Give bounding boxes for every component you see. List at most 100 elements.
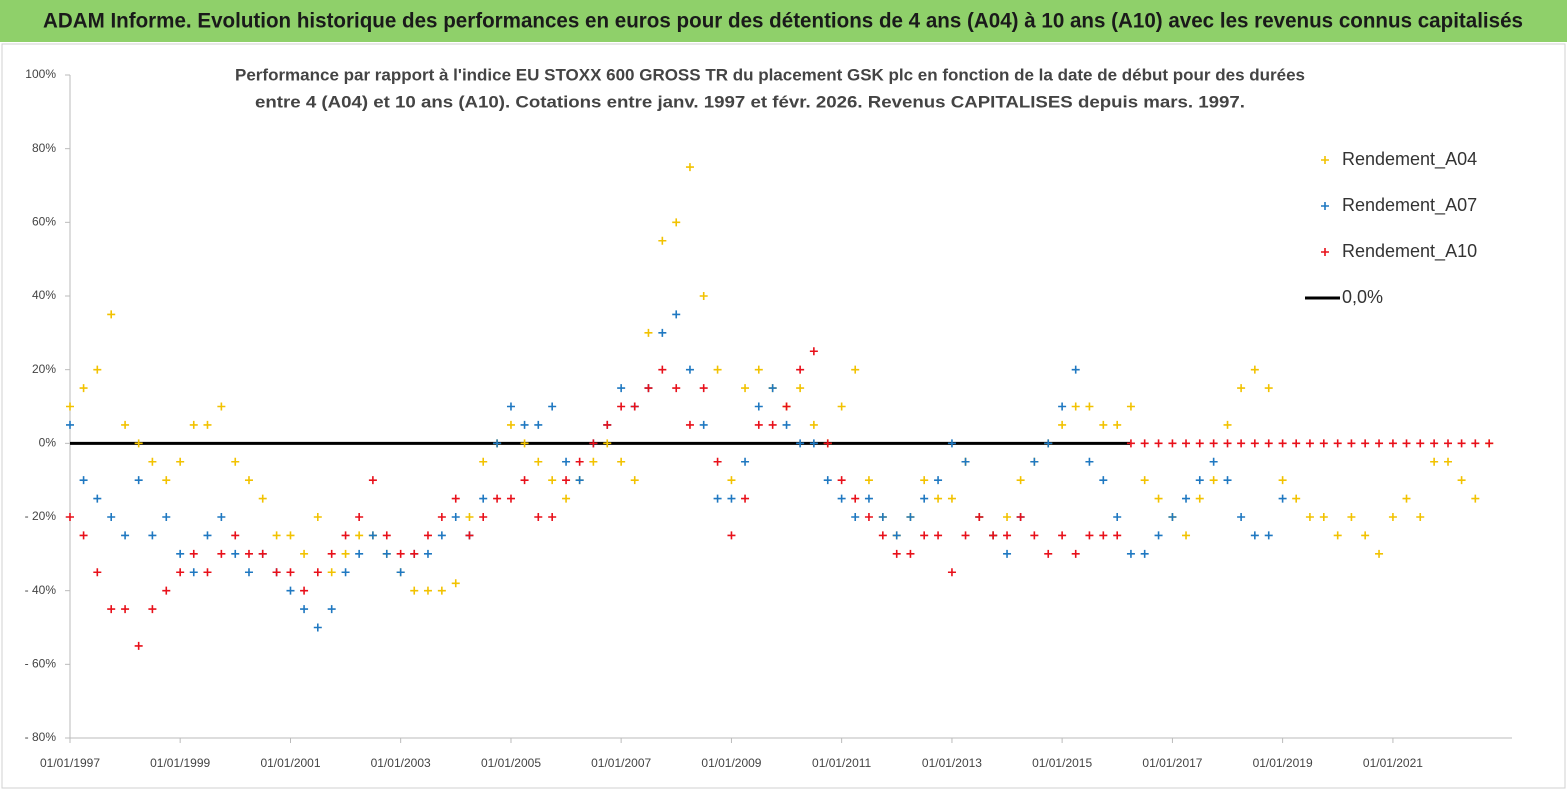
data-point: [1485, 439, 1494, 448]
y-tick-label: 80%: [32, 141, 56, 155]
data-point: [1140, 549, 1149, 558]
data-point: [782, 402, 791, 411]
data-point: [107, 513, 116, 521]
data-point: [1099, 531, 1108, 540]
y-tick-label: 100%: [25, 67, 56, 81]
data-point: [506, 402, 515, 411]
data-point: [809, 420, 818, 429]
data-point: [396, 549, 405, 558]
data-point: [1126, 439, 1135, 448]
data-point: [1292, 494, 1301, 503]
data-point: [1016, 476, 1025, 485]
data-point: [1237, 513, 1246, 521]
data-point: [1471, 494, 1480, 503]
data-point: [1113, 420, 1122, 429]
data-point: [66, 420, 74, 429]
data-point: [368, 476, 377, 485]
data-point: [1071, 365, 1080, 374]
data-point: [93, 494, 102, 503]
data-point: [189, 420, 198, 429]
data-point: [754, 420, 763, 429]
data-point: [1375, 549, 1384, 558]
data-point: [1182, 494, 1191, 503]
y-tick-label: - 80%: [25, 730, 57, 744]
data-point: [451, 579, 460, 588]
subtitle: Performance par rapport à l'indice EU ST…: [235, 65, 1305, 84]
data-point: [1444, 439, 1453, 448]
x-tick-label: 01/01/2021: [1363, 756, 1423, 770]
data-point: [975, 513, 984, 521]
data-point: [1030, 531, 1039, 540]
data-point: [1140, 476, 1149, 485]
data-point: [244, 549, 253, 558]
data-point: [493, 439, 502, 448]
data-point: [479, 513, 488, 521]
data-point: [617, 384, 626, 393]
data-point: [231, 531, 240, 540]
data-point: [231, 457, 240, 466]
data-point: [809, 347, 818, 356]
data-point: [1044, 439, 1053, 448]
data-point: [1195, 476, 1204, 485]
data-point: [1361, 531, 1370, 540]
data-point: [244, 476, 253, 485]
data-point: [286, 586, 295, 595]
data-point: [741, 384, 750, 393]
data-point: [562, 476, 571, 485]
data-point: [134, 439, 143, 448]
data-point: [906, 549, 915, 558]
data-point: [823, 476, 832, 485]
data-point: [878, 513, 887, 521]
data-point: [355, 549, 364, 558]
data-point: [1044, 549, 1053, 558]
data-point: [1003, 513, 1012, 521]
data-point: [203, 531, 212, 540]
data-point: [465, 513, 474, 521]
data-point: [1264, 439, 1273, 448]
data-point: [382, 549, 391, 558]
data-point: [1140, 439, 1149, 448]
data-point: [1333, 439, 1342, 448]
data-point: [327, 568, 336, 577]
data-point: [327, 549, 336, 558]
data-point: [1361, 439, 1370, 448]
data-point: [382, 531, 391, 540]
data-point: [1388, 513, 1397, 521]
data-point: [851, 365, 860, 374]
data-point: [934, 476, 943, 485]
data-point: [520, 420, 529, 429]
data-point: [162, 586, 171, 595]
data-point: [66, 402, 74, 411]
data-point: [947, 494, 956, 503]
data-point: [66, 513, 74, 521]
data-point: [658, 236, 667, 245]
data-point: [934, 494, 943, 503]
data-point: [1264, 531, 1273, 540]
data-point: [1333, 531, 1342, 540]
data-point: [837, 494, 846, 503]
data-point: [231, 549, 240, 558]
legend-label: 0,0%: [1342, 287, 1383, 307]
data-point: [562, 494, 571, 503]
data-point: [713, 494, 722, 503]
data-point: [79, 531, 88, 540]
data-point: [1126, 402, 1135, 411]
data-point: [189, 568, 198, 577]
data-point: [864, 513, 873, 521]
data-point: [548, 513, 557, 521]
data-point: [1085, 402, 1094, 411]
data-point: [534, 513, 543, 521]
data-point: [162, 476, 171, 485]
data-point: [920, 494, 929, 503]
data-point: [685, 420, 694, 429]
data-point: [1209, 457, 1218, 466]
data-point: [423, 549, 432, 558]
data-point: [768, 420, 777, 429]
data-point: [1126, 549, 1135, 558]
data-point: [1430, 439, 1439, 448]
data-point: [272, 531, 281, 540]
data-point: [1319, 439, 1328, 448]
data-point: [258, 494, 267, 503]
data-point: [1113, 513, 1122, 521]
data-point: [1168, 439, 1177, 448]
